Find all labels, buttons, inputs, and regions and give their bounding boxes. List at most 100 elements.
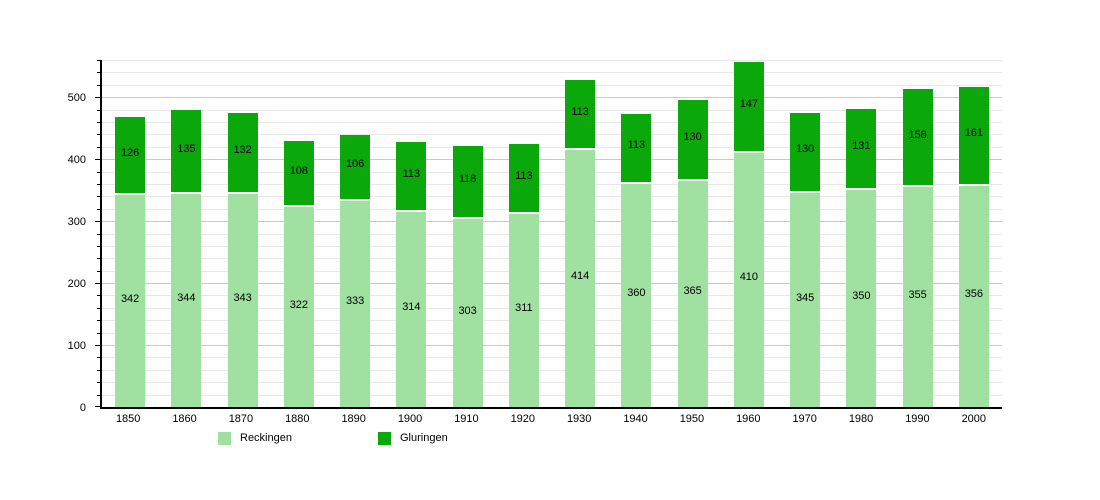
y-axis-minor-tick: [97, 84, 100, 86]
y-axis-minor-tick: [97, 382, 100, 384]
bar-value-label: 360: [627, 286, 646, 299]
y-axis-minor-tick: [97, 320, 100, 322]
y-axis-tick-label: 400: [67, 154, 86, 167]
bar-slot-1870: 343 132: [215, 60, 271, 407]
bar-segment-reckingen-1890: 333: [340, 200, 371, 407]
y-axis-minor-tick: [97, 258, 100, 260]
legend: Reckingen Gluringen: [0, 430, 1100, 446]
gridline: [102, 221, 1002, 223]
bar-slot-1910: 303 118: [440, 60, 496, 407]
bar-value-label: 322: [289, 298, 309, 311]
y-axis-minor-tick: [97, 394, 100, 396]
bar-value-label: 414: [570, 270, 590, 283]
stacked-bar-2000: 356 161: [958, 86, 989, 407]
gridline: [102, 196, 1002, 198]
gridline: [102, 72, 1002, 74]
y-axis-minor-tick: [97, 270, 100, 272]
bar-segment-gluringen-1980: 131: [846, 108, 877, 191]
bar-value-label: 333: [345, 295, 365, 308]
stacked-bar-1880: 322 108: [283, 140, 314, 407]
bar-value-label: 161: [964, 127, 984, 140]
bar-value-label: 344: [177, 291, 196, 304]
stacked-bar-1940: 360 113: [621, 113, 652, 407]
bar-segment-gluringen-1990: 158: [902, 89, 933, 188]
y-axis-tick-label: 100: [67, 340, 86, 353]
bar-slot-1890: 333 106: [327, 60, 383, 407]
gridline: [102, 208, 1002, 210]
bar-segment-gluringen-1900: 113: [396, 142, 427, 213]
gridline: [102, 109, 1002, 111]
legend-item-gluringen: Gluringen: [378, 430, 448, 446]
bar-value-label: 118: [458, 173, 477, 186]
gridline: [102, 270, 1002, 272]
gridline: [102, 84, 1002, 86]
y-axis-minor-tick: [97, 357, 100, 359]
stacked-bar-1960: 410 147: [733, 61, 764, 407]
stacked-bar-1850: 342 126: [115, 117, 146, 407]
y-axis-major-tick: [95, 97, 100, 99]
bar-value-label: 343: [233, 292, 252, 305]
bar-value-label: 132: [233, 144, 252, 157]
y-axis-minor-tick: [97, 134, 100, 136]
y-axis-tick-label: 300: [67, 216, 86, 229]
x-axis-labels: 1850 1860 1870 1880 1890 1900 1910 1920 1930 1940…: [100, 413, 1002, 427]
x-axis-label-2000: 2000: [961, 413, 987, 425]
y-axis-major-tick: [95, 159, 100, 161]
bar-slot-1990: 355 158: [890, 60, 946, 407]
bar-segment-gluringen-1960: 147: [733, 61, 764, 153]
bar-segment-reckingen-1860: 344: [171, 193, 202, 407]
bar-value-label: 365: [683, 285, 702, 298]
y-axis-minor-tick: [97, 183, 100, 185]
x-axis-label-1930: 1930: [566, 413, 592, 425]
bar-segment-reckingen-1870: 343: [227, 194, 258, 407]
bar-segment-reckingen-1950: 365: [677, 180, 708, 407]
bar-segment-gluringen-1850: 126: [115, 117, 146, 196]
gridline: [102, 283, 1002, 285]
y-axis-labels: 0 100 200 300 400 500: [0, 60, 86, 414]
legend-item-reckingen: Reckingen: [218, 430, 292, 446]
legend-label-gluringen: Gluringen: [400, 431, 448, 444]
bar-segment-reckingen-1900: 314: [396, 212, 427, 407]
y-axis-major-tick: [95, 221, 100, 223]
x-axis-label-1940: 1940: [623, 413, 648, 425]
stacked-bar-1990: 355 158: [902, 89, 933, 407]
bar-segment-reckingen-1940: 360: [621, 183, 652, 407]
stacked-bar-1910: 303 118: [452, 146, 483, 407]
x-axis-label-1970: 1970: [792, 413, 817, 425]
bar-value-label: 113: [402, 167, 421, 180]
x-axis-label-1900: 1900: [397, 413, 423, 425]
y-axis-minor-tick: [97, 146, 100, 148]
bar-value-label: 113: [571, 105, 589, 118]
y-axis-tick-label: 200: [67, 278, 86, 291]
y-axis-tick-label: 500: [67, 92, 86, 105]
bar-value-label: 158: [908, 128, 927, 141]
y-axis-minor-tick: [97, 121, 100, 123]
bar-value-label: 130: [683, 131, 702, 144]
y-axis-minor-tick: [97, 369, 100, 371]
bar-segment-gluringen-1880: 108: [283, 140, 314, 208]
bar-slot-2000: 356 161: [946, 60, 1002, 407]
gridline: [102, 97, 1002, 99]
bar-segment-reckingen-1920: 311: [508, 214, 539, 407]
bars-container: 342 126 344 135 343 132 322 108 333 106 314 113 303 1…: [102, 60, 1002, 407]
x-axis-label-1870: 1870: [228, 413, 254, 425]
gridline: [102, 295, 1002, 297]
y-axis-minor-tick: [97, 295, 100, 297]
bar-slot-1860: 344 135: [158, 60, 214, 407]
gridline: [102, 159, 1002, 161]
bar-segment-gluringen-1930: 113: [565, 80, 596, 151]
bar-value-label: 113: [515, 169, 533, 182]
stacked-bar-1870: 343 132: [227, 112, 258, 407]
stacked-bar-1930: 414 113: [565, 80, 596, 407]
bar-segment-gluringen-1860: 135: [171, 110, 202, 194]
bar-segment-reckingen-1910: 303: [452, 219, 483, 407]
y-axis-major-tick: [95, 283, 100, 285]
gridline: [102, 382, 1002, 384]
gridline: [102, 369, 1002, 371]
x-axis-label-1950: 1950: [679, 413, 705, 425]
plot-area: 342 126 344 135 343 132 322 108 333 106 314 113 303 1…: [95, 60, 1002, 409]
x-axis-label-1910: 1910: [454, 413, 479, 425]
gridline: [102, 146, 1002, 148]
bar-slot-1940: 360 113: [608, 60, 664, 407]
